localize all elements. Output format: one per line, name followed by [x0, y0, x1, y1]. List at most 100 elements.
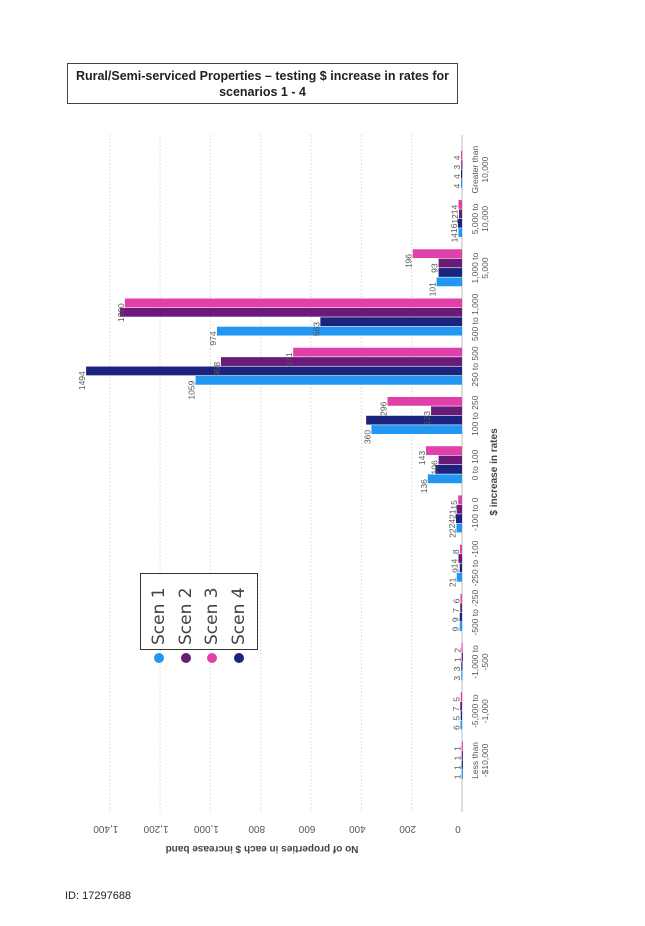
y-tick-label: 1,000	[193, 823, 218, 834]
legend-item: Scen 3	[202, 557, 222, 667]
bar-scen-4	[460, 692, 462, 702]
bar-scen-1	[427, 474, 462, 484]
y-tick-label: 200	[399, 823, 416, 834]
category-label: 1,000 to	[470, 252, 480, 283]
data-label: 196	[404, 254, 414, 268]
data-label: 106	[430, 460, 440, 474]
bar-scen-1	[456, 523, 462, 533]
y-tick-label: 1,200	[143, 823, 168, 834]
data-label: 3	[452, 165, 462, 170]
legend-dot-icon	[154, 652, 165, 663]
data-label: 22	[447, 528, 457, 538]
bar-scen-1	[458, 228, 462, 238]
data-label: 3	[452, 666, 462, 671]
bar-scen-2	[320, 317, 462, 327]
data-label: 4	[452, 174, 462, 179]
category-label: -1,000 to	[470, 645, 480, 679]
bar-scen-2	[460, 711, 462, 720]
legend-dot-icon	[180, 652, 191, 663]
y-tick-label: 800	[248, 823, 265, 834]
bar-scen-3	[461, 750, 463, 760]
data-label: 1	[453, 765, 463, 770]
legend-dot-icon	[233, 652, 244, 663]
data-label: 93	[430, 263, 440, 273]
legend-label: Scen 2	[175, 586, 196, 645]
category-label: -$10,000	[480, 743, 490, 777]
legend-dot-icon	[207, 652, 218, 663]
bar-scen-3	[220, 357, 462, 366]
data-label: 974	[208, 331, 218, 345]
data-label: 21	[448, 509, 458, 519]
bar-scen-1	[371, 425, 462, 434]
chart-title-line-1: Rural/Semi-serviced Properties – testing…	[75, 68, 450, 83]
data-label: 1	[453, 755, 463, 760]
data-label: 1494	[77, 371, 87, 390]
data-label: 5	[452, 716, 462, 721]
bar-scen-1	[195, 375, 462, 385]
category-label: 10,000	[480, 206, 490, 232]
category-label: Greater than	[470, 145, 480, 193]
data-label: 296	[379, 401, 389, 415]
data-label: 9	[451, 617, 461, 622]
bar-scen-3	[458, 209, 462, 219]
legend-items: Scen 1 Scen 2 Scen 3 Scen 4	[140, 557, 258, 667]
data-label: 2	[452, 648, 462, 653]
bar-scen-4	[293, 347, 462, 357]
data-label: 1	[453, 774, 463, 779]
category-label: -500	[480, 653, 490, 670]
bar-scen-4	[458, 200, 462, 209]
bar-scen-1	[216, 326, 462, 336]
data-label: 12	[450, 214, 460, 224]
category-label: 100 to 250	[470, 395, 480, 435]
bar-scen-4	[460, 150, 463, 160]
bar-scen-1	[459, 622, 462, 631]
category-label: 10,000	[480, 156, 490, 182]
category-label: 500 to 1,000	[470, 293, 480, 341]
bar-scen-1	[461, 671, 463, 681]
bar-scen-4	[460, 593, 462, 603]
data-label: 21	[448, 577, 458, 587]
data-label: 4	[452, 183, 462, 188]
data-label: 7	[451, 608, 461, 613]
data-label: 3	[452, 676, 462, 681]
data-label: 14	[449, 559, 459, 569]
category-label: -1,000	[480, 699, 490, 723]
bar-scen-4	[426, 446, 462, 455]
chart-title-box: Rural/Semi-serviced Properties – testing…	[67, 63, 458, 104]
bar-scen-2	[438, 268, 462, 277]
y-tick-label: 1,400	[93, 823, 118, 834]
y-tick-label: 400	[349, 823, 366, 834]
bar-scen-1	[461, 769, 463, 779]
data-label: 4	[452, 155, 462, 160]
bar-scen-1	[436, 277, 462, 287]
bar-scen-2	[459, 563, 462, 573]
data-label: 9	[451, 627, 461, 632]
document-id: ID: 17297688	[65, 890, 132, 902]
chart-title-line-2: scenarios 1 - 4	[219, 84, 306, 99]
bar-scen-4	[461, 741, 463, 751]
data-label: 15	[449, 500, 459, 510]
bar-scen-3	[431, 406, 462, 416]
data-label: 1360	[116, 303, 126, 322]
data-label: 16	[449, 223, 459, 233]
data-label: 360	[362, 430, 372, 444]
category-label: Less than	[470, 742, 480, 779]
category-label: 5,000	[480, 257, 490, 279]
data-label: 101	[428, 282, 438, 296]
legend-label: Scen 3	[202, 586, 223, 645]
y-tick-label: 0	[455, 823, 461, 834]
bar-scen-3	[460, 701, 462, 711]
bar-scen-4	[461, 643, 463, 652]
bar-scen-4	[124, 298, 462, 308]
bar-scen-3	[458, 554, 462, 563]
x-axis-title: $ increase in rates	[489, 428, 500, 516]
category-label: 5,000 to	[470, 203, 480, 234]
category-label: -100 to 0	[470, 497, 480, 531]
data-label: 958	[212, 362, 222, 376]
legend-item: Scen 1	[149, 557, 169, 667]
data-label: 123	[422, 411, 432, 425]
category-label: -5,000 to	[470, 694, 480, 728]
bar-scen-3	[461, 160, 463, 170]
data-label: 671	[284, 352, 294, 366]
